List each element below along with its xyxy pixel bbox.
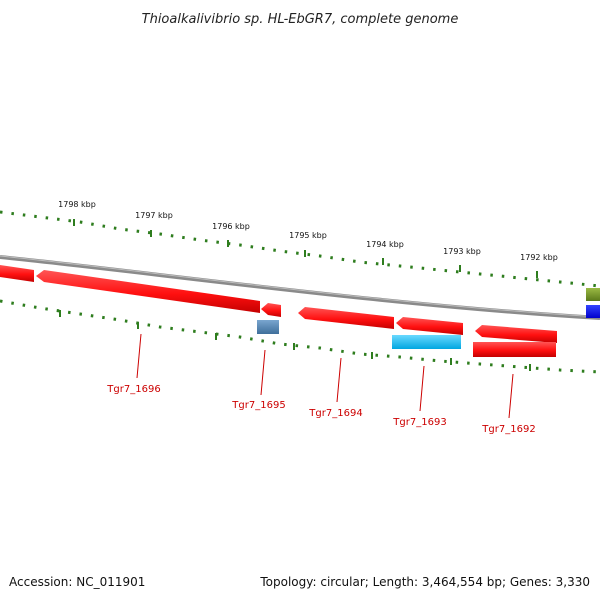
feature-blue[interactable]	[586, 305, 600, 318]
map-title: Thioalkalivibrio sp. HL-EbGR7, complete …	[142, 12, 459, 27]
feature-steel-blue[interactable]	[257, 320, 279, 334]
gene-label[interactable]: Tgr7_1695	[231, 400, 285, 411]
gene-arrow-tgr7-1692-upper[interactable]	[475, 325, 557, 343]
gene-label[interactable]: Tgr7_1694	[308, 408, 362, 419]
gene-label[interactable]: Tgr7_1692	[481, 424, 535, 435]
feature-cyan[interactable]	[392, 335, 461, 349]
ruler-label: 1795 kbp	[289, 231, 327, 240]
leader-tgr7-1695	[260, 349, 266, 396]
gene-bar-tgr7-1692[interactable]	[473, 342, 556, 357]
accession-text: Accession: NC_011901	[9, 575, 145, 589]
ruler-outer-major-ticks	[73, 219, 538, 278]
feature-olive[interactable]	[586, 288, 600, 301]
gene-arrow-tgr7-1693[interactable]	[396, 317, 463, 335]
genome-summary-text: Topology: circular; Length: 3,464,554 bp…	[259, 575, 590, 589]
leader-tgr7-1693	[419, 365, 425, 412]
ruler-label: 1794 kbp	[366, 240, 404, 249]
gene-leaders	[136, 333, 514, 419]
ruler-outer: 1798 kbp 1797 kbp 1796 kbp 1795 kbp 1794…	[0, 200, 600, 288]
ruler-label: 1793 kbp	[443, 247, 481, 256]
ruler-labels: 1798 kbp 1797 kbp 1796 kbp 1795 kbp 1794…	[58, 200, 558, 262]
features	[0, 265, 600, 357]
ruler-label: 1797 kbp	[135, 211, 173, 220]
ruler-label: 1798 kbp	[58, 200, 96, 209]
gene-labels: Tgr7_1696 Tgr7_1695 Tgr7_1694 Tgr7_1693 …	[106, 384, 535, 435]
leader-tgr7-1696	[136, 333, 142, 379]
ruler-label: 1796 kbp	[212, 222, 250, 231]
gene-label[interactable]: Tgr7_1696	[106, 384, 160, 395]
ruler-outer-dots	[0, 210, 600, 288]
ruler-label: 1792 kbp	[520, 253, 558, 262]
gene-arrow-tgr7-1694[interactable]	[298, 307, 394, 329]
leader-tgr7-1692	[508, 373, 514, 419]
gene-arrow-left-edge[interactable]	[0, 265, 34, 282]
leader-tgr7-1694	[336, 357, 342, 403]
genome-backbone	[0, 255, 600, 320]
gene-arrow-tgr7-1696[interactable]	[36, 270, 260, 313]
gene-label[interactable]: Tgr7_1693	[392, 417, 446, 428]
ruler-inner	[0, 299, 600, 374]
ruler-inner-major-ticks	[59, 310, 531, 371]
gene-arrow-tgr7-1695[interactable]	[261, 303, 281, 317]
genome-backbone-highlight	[0, 255, 600, 318]
